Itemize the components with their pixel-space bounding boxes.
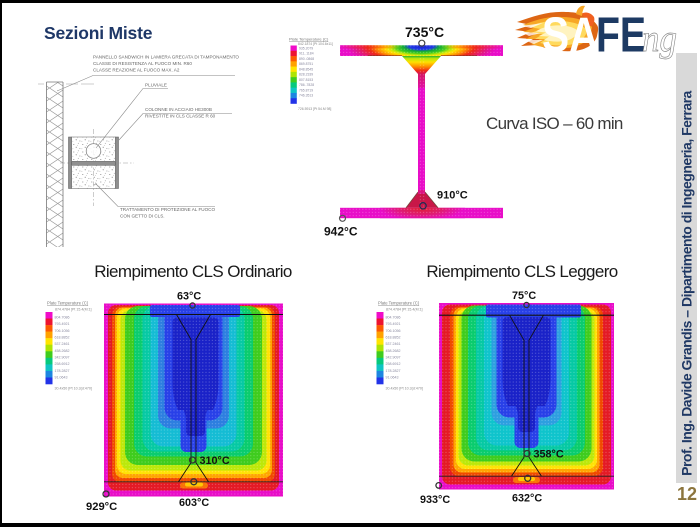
- svg-text:735°C: 735°C: [405, 24, 444, 40]
- svg-text:PANNELLO SANDWICH IN LAMIERA: PANNELLO SANDWICH IN LAMIERA GRECATA DI …: [93, 55, 239, 60]
- svg-text:Plate Temperature (C): Plate Temperature (C): [289, 37, 329, 42]
- svg-text:786..7828: 786..7828: [299, 83, 314, 87]
- svg-text:911..1184: 911..1184: [299, 52, 314, 56]
- svg-text:91.0643: 91.0643: [386, 376, 399, 380]
- svg-text:258.6912: 258.6912: [55, 362, 70, 366]
- svg-text:CON GETTO DI CLS.: CON GETTO DI CLS.: [120, 214, 165, 219]
- svg-text:910°C: 910°C: [437, 190, 468, 202]
- svg-text:618.8852: 618.8852: [55, 336, 70, 340]
- svg-text:FE: FE: [596, 8, 646, 62]
- svg-text:PLUVIALE: PLUVIALE: [145, 83, 167, 88]
- svg-text:793.4921: 793.4921: [386, 322, 401, 326]
- svg-text:537.2461: 537.2461: [386, 342, 401, 346]
- svg-text:Plate Temperature (C): Plate Temperature (C): [378, 301, 420, 306]
- svg-text:63°C: 63°C: [177, 291, 201, 303]
- svg-text:75°C: 75°C: [512, 290, 536, 302]
- svg-text:258.6912: 258.6912: [386, 362, 401, 366]
- svg-text:807.8153: 807.8153: [299, 78, 313, 82]
- svg-text:793.4921: 793.4921: [55, 322, 70, 326]
- svg-text:942°C: 942°C: [324, 225, 358, 239]
- svg-text:929°C: 929°C: [86, 501, 117, 513]
- svg-text:178.2827: 178.2827: [386, 369, 401, 373]
- svg-text:828.2339: 828.2339: [299, 73, 313, 77]
- svg-text:618.8852: 618.8852: [386, 336, 401, 340]
- svg-text:SA: SA: [542, 7, 598, 62]
- svg-text:935.2079: 935.2079: [299, 47, 313, 51]
- svg-text:933°C: 933°C: [420, 494, 450, 506]
- svg-text:CLASSE DI RESISTENZA AL FUOCO: CLASSE DI RESISTENZA AL FUOCO MIN. R60: [93, 61, 192, 66]
- svg-text:804.7086: 804.7086: [386, 316, 401, 320]
- svg-text:91.0643: 91.0643: [55, 376, 68, 380]
- svg-text:842.1874 [Pt 104.6x11]: 842.1874 [Pt 104.6x11]: [298, 42, 333, 46]
- svg-text:Plate Temperature (C): Plate Temperature (C): [47, 301, 89, 306]
- svg-text:30.4x50 [Pt 10.3(d:470]: 30.4x50 [Pt 10.3(d:470]: [55, 387, 92, 391]
- svg-text:RIVESTITE IN CLS CLASSE R 60: RIVESTITE IN CLS CLASSE R 60: [145, 114, 216, 119]
- svg-text:TRATTAMENTO DI PROTEZIONE AL: TRATTAMENTO DI PROTEZIONE AL FUOCO: [120, 207, 215, 212]
- svg-text:342.9097: 342.9097: [55, 356, 70, 360]
- svg-text:CLASSE REAZIONE AL FUOCO MAX: CLASSE REAZIONE AL FUOCO MAX. A2: [93, 68, 180, 73]
- svg-text:ng: ng: [642, 17, 677, 60]
- svg-text:30.4x50 [Pt 10.3(d:470]: 30.4x50 [Pt 10.3(d:470]: [386, 387, 423, 391]
- svg-text:603°C: 603°C: [179, 497, 209, 509]
- svg-text:765.8719: 765.8719: [299, 88, 313, 92]
- svg-text:869.8751: 869.8751: [299, 62, 313, 66]
- svg-text:342.9097: 342.9097: [386, 356, 401, 360]
- svg-text:358°C: 358°C: [534, 449, 564, 461]
- svg-text:848.8545: 848.8545: [299, 67, 313, 71]
- svg-text:458.2682: 458.2682: [386, 349, 401, 353]
- svg-text:458.2682: 458.2682: [55, 349, 70, 353]
- svg-text:310°C: 310°C: [200, 455, 230, 467]
- svg-text:178.2827: 178.2827: [55, 369, 70, 373]
- svg-text:804.7086: 804.7086: [55, 316, 70, 320]
- svg-text:632°C: 632°C: [512, 493, 542, 505]
- svg-text:890..0868: 890..0868: [299, 57, 314, 61]
- svg-text:874.4784 [Pt 15.4(M:1]: 874.4784 [Pt 15.4(M:1]: [386, 308, 423, 312]
- svg-text:537.2461: 537.2461: [55, 342, 70, 346]
- svg-text:874.4784 [Pt 15.4(M:1]: 874.4784 [Pt 15.4(M:1]: [55, 308, 92, 312]
- svg-text:COLONNE IN ACCIAIO HE300B: COLONNE IN ACCIAIO HE300B: [145, 107, 212, 112]
- svg-text:706.1056: 706.1056: [386, 329, 401, 333]
- svg-text:746.3513: 746.3513: [299, 93, 313, 97]
- svg-text:706.1056: 706.1056: [55, 329, 70, 333]
- svg-text:726.5913 [Pt 54.M 98]: 726.5913 [Pt 54.M 98]: [298, 107, 331, 111]
